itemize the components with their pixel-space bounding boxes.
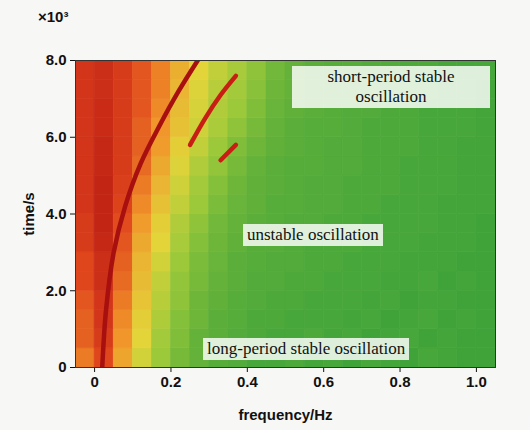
html-text:×10³: ×10³ xyxy=(38,8,69,25)
svg-text:frequency/Hz: frequency/Hz xyxy=(238,406,332,423)
svg-text:0.2: 0.2 xyxy=(161,373,182,390)
svg-text:0.4: 0.4 xyxy=(237,373,259,390)
svg-text:0: 0 xyxy=(58,358,66,375)
svg-text:2.0: 2.0 xyxy=(46,282,67,299)
svg-text:time/s: time/s xyxy=(20,192,37,235)
html-text:unstable oscillation: unstable oscillation xyxy=(247,225,379,244)
svg-text:0.8: 0.8 xyxy=(390,373,411,390)
svg-text:8.0: 8.0 xyxy=(46,51,67,68)
svg-text:0: 0 xyxy=(90,373,98,390)
svg-text:4.0: 4.0 xyxy=(46,205,67,222)
svg-text:0.6: 0.6 xyxy=(313,373,334,390)
html-text:short-period stable oscillatio: short-period stable oscillation xyxy=(327,67,455,106)
svg-text:6.0: 6.0 xyxy=(46,128,67,145)
html-text:long-period stable oscillation: long-period stable oscillation xyxy=(207,339,406,358)
svg-text:1.0: 1.0 xyxy=(466,373,487,390)
